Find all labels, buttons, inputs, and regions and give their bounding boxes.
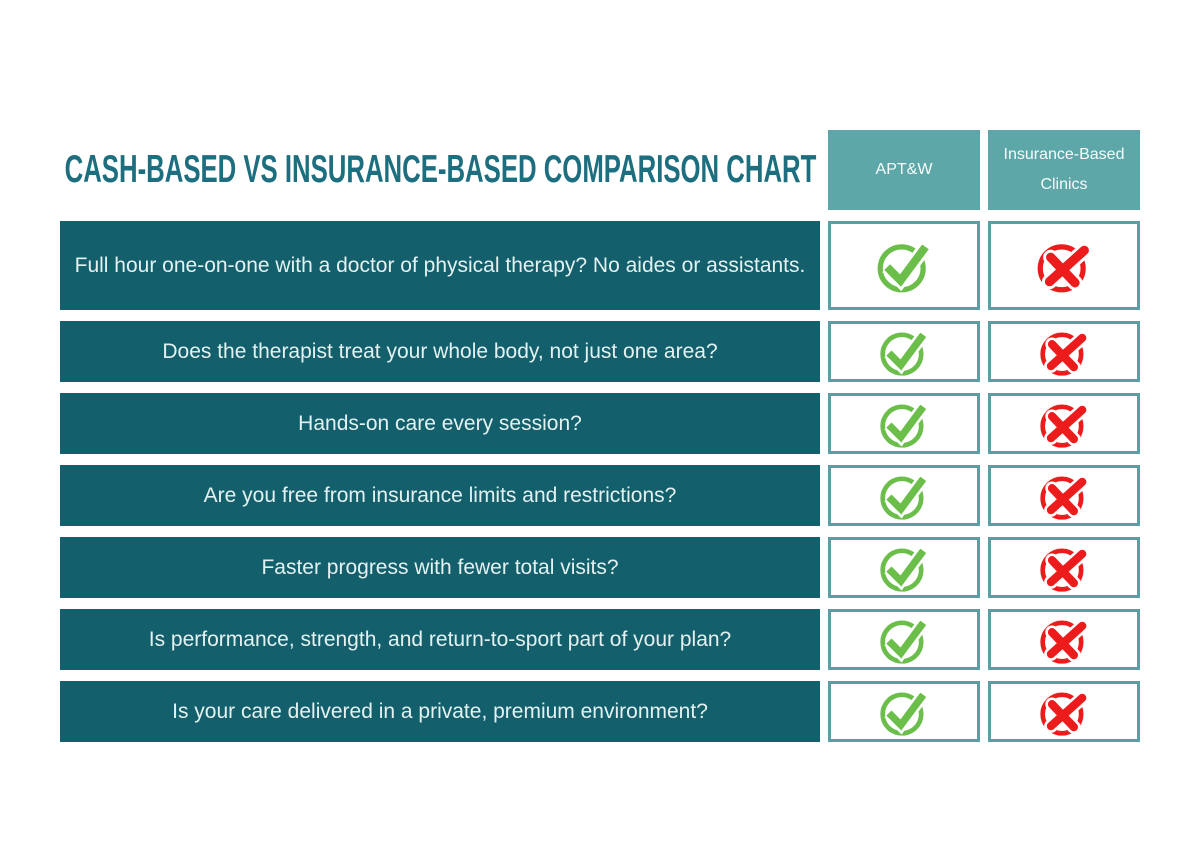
aptw-mark-cell — [828, 321, 980, 382]
question-cell: Hands-on care every session? — [60, 393, 820, 454]
column-header-aptw: APT&W — [828, 130, 980, 210]
insurance-mark-cell — [988, 609, 1140, 670]
cross-icon — [1038, 686, 1090, 738]
check-icon — [878, 686, 930, 738]
cross-icon — [1038, 542, 1090, 594]
page-title: CASH-BASED VS INSURANCE-BASED COMPARISON… — [64, 148, 816, 191]
column-header-aptw-label: APT&W — [875, 161, 933, 179]
page-title-cell: CASH-BASED VS INSURANCE-BASED COMPARISON… — [60, 130, 820, 210]
question-text: Is your care delivered in a private, pre… — [172, 699, 708, 723]
column-header-insurance: Insurance-Based Clinics — [988, 130, 1140, 210]
check-icon — [878, 542, 930, 594]
insurance-mark-cell — [988, 681, 1140, 742]
check-icon — [878, 326, 930, 378]
aptw-mark-cell — [828, 393, 980, 454]
cross-icon — [1038, 470, 1090, 522]
question-text: Is performance, strength, and return-to-… — [148, 627, 732, 651]
question-text: Faster progress with fewer total visits? — [261, 555, 619, 579]
cross-icon — [1038, 614, 1090, 666]
aptw-mark-cell — [828, 465, 980, 526]
aptw-mark-cell — [828, 609, 980, 670]
insurance-mark-cell — [988, 321, 1140, 382]
question-cell: Full hour one-on-one with a doctor of ph… — [60, 221, 820, 310]
question-cell: Is performance, strength, and return-to-… — [60, 609, 820, 670]
question-cell: Are you free from insurance limits and r… — [60, 465, 820, 526]
insurance-mark-cell — [988, 465, 1140, 526]
column-header-insurance-label: Insurance-Based Clinics — [1003, 146, 1125, 193]
check-icon — [878, 470, 930, 522]
comparison-chart: CASH-BASED VS INSURANCE-BASED COMPARISON… — [60, 130, 1140, 742]
aptw-mark-cell — [828, 681, 980, 742]
question-text: Does the therapist treat your whole body… — [162, 339, 718, 363]
check-icon — [878, 398, 930, 450]
question-cell: Is your care delivered in a private, pre… — [60, 681, 820, 742]
insurance-mark-cell — [988, 537, 1140, 598]
check-icon — [878, 614, 930, 666]
insurance-mark-cell — [988, 221, 1140, 310]
insurance-mark-cell — [988, 393, 1140, 454]
question-text: Full hour one-on-one with a doctor of ph… — [74, 253, 806, 277]
check-icon — [875, 237, 933, 295]
cross-icon — [1038, 398, 1090, 450]
question-cell: Does the therapist treat your whole body… — [60, 321, 820, 382]
question-text: Are you free from insurance limits and r… — [203, 483, 677, 507]
cross-icon — [1035, 237, 1093, 295]
question-text: Hands-on care every session? — [298, 411, 582, 435]
question-cell: Faster progress with fewer total visits? — [60, 537, 820, 598]
aptw-mark-cell — [828, 221, 980, 310]
cross-icon — [1038, 326, 1090, 378]
aptw-mark-cell — [828, 537, 980, 598]
